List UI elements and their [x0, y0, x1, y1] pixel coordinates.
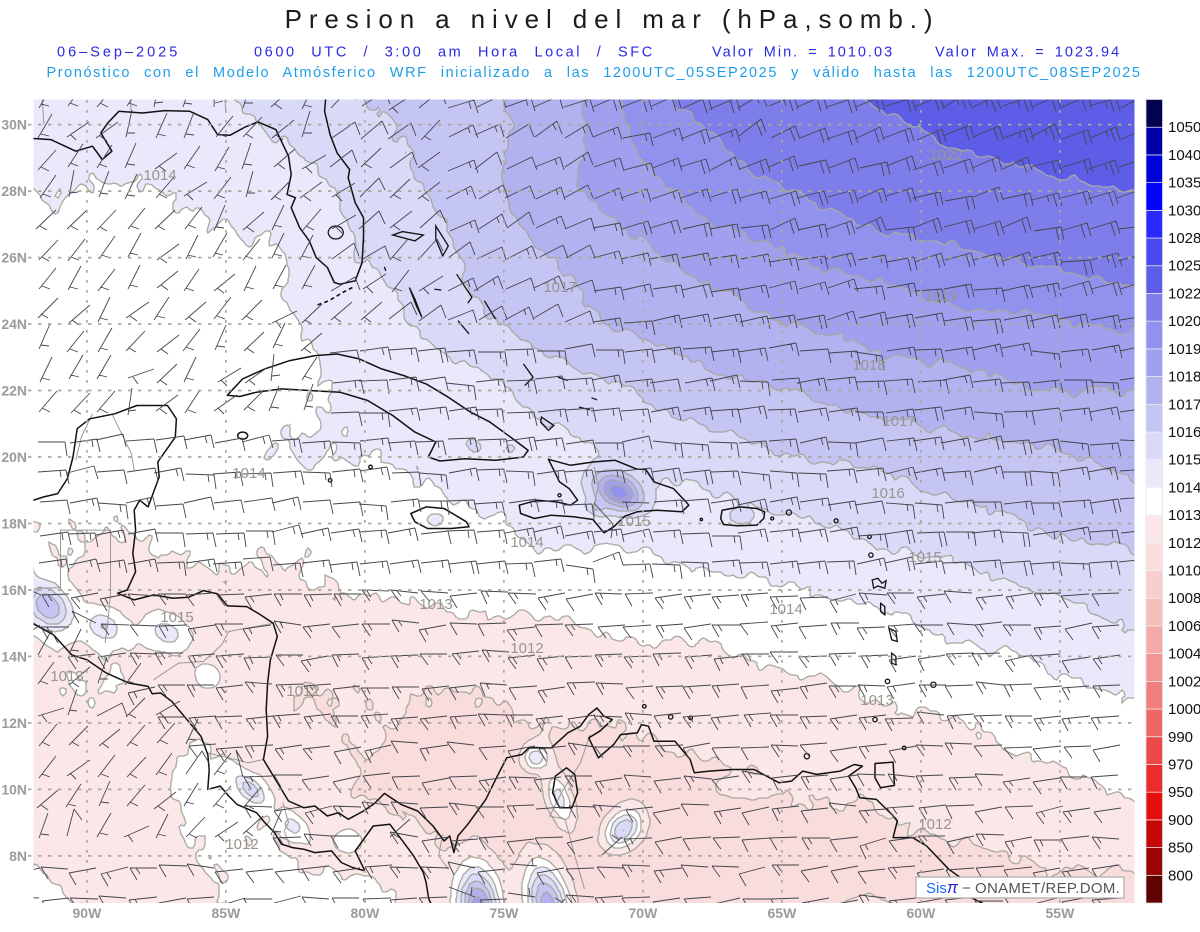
svg-text:1013: 1013 — [1168, 507, 1200, 524]
svg-text:1006: 1006 — [1168, 618, 1200, 635]
svg-text:1012: 1012 — [225, 836, 258, 853]
svg-text:1002: 1002 — [1168, 673, 1200, 690]
svg-text:1014: 1014 — [510, 534, 543, 551]
svg-text:Valor Max. = 1023.94: Valor Max. = 1023.94 — [935, 45, 1121, 61]
svg-text:1010: 1010 — [1168, 563, 1200, 580]
svg-text:950: 950 — [1168, 784, 1193, 801]
svg-text:10N: 10N — [1, 781, 27, 797]
svg-text:970: 970 — [1168, 757, 1193, 774]
svg-text:1028: 1028 — [1168, 230, 1200, 247]
svg-text:1012: 1012 — [510, 640, 543, 657]
svg-text:1012: 1012 — [286, 683, 319, 700]
svg-text:1014: 1014 — [769, 601, 802, 618]
svg-text:20N: 20N — [1, 449, 27, 465]
svg-text:1014: 1014 — [143, 167, 176, 184]
svg-text:24N: 24N — [1, 316, 27, 332]
svg-text:1025: 1025 — [1168, 258, 1200, 275]
svg-text:1012: 1012 — [1168, 535, 1200, 552]
svg-text:1013: 1013 — [50, 668, 83, 685]
svg-text:65W: 65W — [768, 905, 798, 921]
svg-text:1050: 1050 — [1168, 119, 1200, 136]
svg-text:1018: 1018 — [1168, 369, 1200, 386]
svg-text:Valor Min. = 1010.03: Valor Min. = 1010.03 — [712, 45, 894, 61]
svg-text:18N: 18N — [1, 516, 27, 532]
svg-text:1016: 1016 — [1168, 424, 1200, 441]
svg-text:85W: 85W — [212, 905, 242, 921]
svg-text:06–Sep–2025: 06–Sep–2025 — [57, 45, 180, 61]
svg-text:Presion a nivel del mar (hPa,s: Presion a nivel del mar (hPa,somb.) — [285, 4, 940, 34]
svg-text:16N: 16N — [1, 582, 27, 598]
svg-text:1016: 1016 — [871, 485, 904, 502]
svg-text:Sisπ − ONAMET/REP.DOM.: Sisπ − ONAMET/REP.DOM. — [926, 879, 1120, 897]
svg-text:8N: 8N — [9, 848, 27, 864]
svg-text:850: 850 — [1168, 840, 1193, 857]
svg-text:1020: 1020 — [1168, 313, 1200, 330]
svg-text:1013: 1013 — [419, 596, 452, 613]
svg-text:1014: 1014 — [232, 465, 265, 482]
svg-text:1004: 1004 — [1168, 646, 1200, 663]
svg-text:70W: 70W — [629, 905, 659, 921]
svg-text:1008: 1008 — [1168, 590, 1200, 607]
svg-text:75W: 75W — [490, 905, 520, 921]
svg-text:1012: 1012 — [918, 816, 951, 833]
svg-text:1022: 1022 — [929, 147, 962, 164]
svg-text:1015: 1015 — [617, 513, 650, 530]
svg-text:1015: 1015 — [1168, 452, 1200, 469]
svg-text:900: 900 — [1168, 812, 1193, 829]
svg-text:1015: 1015 — [160, 609, 193, 626]
svg-text:55W: 55W — [1046, 905, 1076, 921]
svg-text:Pronóstico con el Modelo Atmós: Pronóstico con el Modelo Atmósferico WRF… — [46, 65, 1141, 81]
svg-text:1019: 1019 — [1168, 341, 1200, 358]
svg-text:0600 UTC / 3:00 am Hora Local: 0600 UTC / 3:00 am Hora Local / SFC — [254, 45, 655, 61]
svg-text:1013: 1013 — [860, 692, 893, 709]
svg-text:1017: 1017 — [543, 279, 576, 296]
svg-text:1019: 1019 — [924, 288, 957, 305]
svg-text:80W: 80W — [351, 905, 381, 921]
svg-text:28N: 28N — [1, 183, 27, 199]
svg-text:800: 800 — [1168, 867, 1193, 884]
svg-text:990: 990 — [1168, 729, 1193, 746]
svg-text:1030: 1030 — [1168, 202, 1200, 219]
svg-text:14N: 14N — [1, 648, 27, 664]
svg-text:1035: 1035 — [1168, 175, 1200, 192]
svg-text:1015: 1015 — [908, 549, 941, 566]
svg-text:1018: 1018 — [852, 357, 885, 374]
svg-text:1022: 1022 — [1168, 285, 1200, 302]
svg-text:12N: 12N — [1, 715, 27, 731]
svg-text:1014: 1014 — [1168, 479, 1200, 496]
svg-text:22N: 22N — [1, 383, 27, 399]
svg-text:26N: 26N — [1, 250, 27, 266]
svg-text:1017: 1017 — [882, 413, 915, 430]
svg-text:1017: 1017 — [1168, 396, 1200, 413]
svg-text:1000: 1000 — [1168, 701, 1200, 718]
svg-text:60W: 60W — [907, 905, 937, 921]
svg-text:1040: 1040 — [1168, 147, 1200, 164]
svg-text:30N: 30N — [1, 117, 27, 133]
svg-text:90W: 90W — [73, 905, 103, 921]
